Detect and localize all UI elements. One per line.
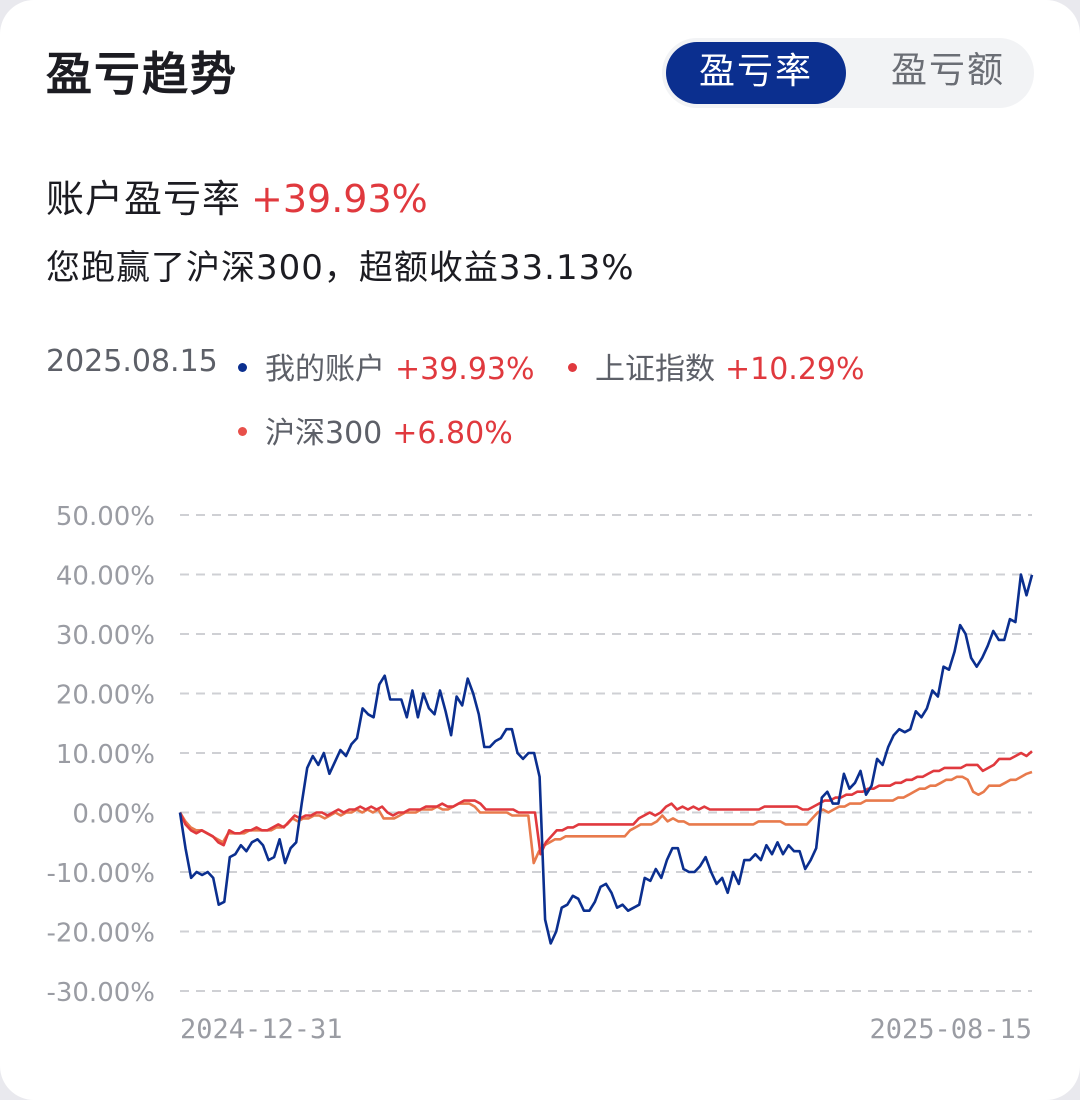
account-profit-rate: 账户盈亏率 +39.93% xyxy=(46,168,428,223)
legend-item-my-account: 我的账户 +39.93% xyxy=(238,344,535,388)
legend-item-sse-index: 上证指数 +10.29% xyxy=(568,344,865,388)
legend-item-csi300: 沪深300 +6.80% xyxy=(238,408,513,452)
legend-dot-icon xyxy=(238,427,247,436)
account-profit-rate-label: 账户盈亏率 xyxy=(46,177,242,221)
legend-label: 上证指数 xyxy=(595,352,715,387)
legend-label: 沪深300 xyxy=(265,416,383,451)
legend-dot-icon xyxy=(238,363,247,372)
legend-value: +39.93% xyxy=(395,352,535,387)
y-tick-label: 30.00% xyxy=(56,621,155,651)
tab-profit-amount[interactable]: 盈亏额 xyxy=(890,50,1005,91)
profit-trend-chart[interactable]: 50.00% 40.00% 30.00% 20.00% 10.00% 0.00% -10.0… xyxy=(0,490,1080,1060)
y-tick-label: -30.00% xyxy=(46,978,155,1008)
legend-value: +6.80% xyxy=(392,416,513,451)
legend-dot-icon xyxy=(568,363,577,372)
y-tick-label: 50.00% xyxy=(56,502,155,532)
account-profit-rate-value: +39.93% xyxy=(251,177,428,221)
series-line-csi300 xyxy=(178,770,1033,865)
y-tick-label: 0.00% xyxy=(72,800,155,830)
legend-value: +10.29% xyxy=(725,352,865,387)
legend-label: 我的账户 xyxy=(265,352,385,387)
series-line-my-account xyxy=(178,573,1034,945)
page-title: 盈亏趋势 xyxy=(46,47,238,101)
legend-date: 2025.08.15 xyxy=(46,344,218,379)
benchmark-comparison-text: 您跑赢了沪深300，超额收益33.13% xyxy=(46,248,635,288)
x-tick-label: 2024-12-31 xyxy=(180,1014,343,1045)
tab-profit-rate[interactable]: 盈亏率 xyxy=(666,42,846,104)
y-tick-label: -10.00% xyxy=(46,859,155,889)
series-line-sse-index xyxy=(178,750,1033,856)
y-tick-label: -20.00% xyxy=(46,919,155,949)
y-tick-label: 40.00% xyxy=(56,562,155,592)
x-tick-label: 2025-08-15 xyxy=(869,1014,1032,1045)
y-tick-label: 20.00% xyxy=(56,681,155,711)
y-tick-label: 10.00% xyxy=(56,740,155,770)
rate-amount-toggle[interactable]: 盈亏率 盈亏额 xyxy=(662,38,1034,108)
